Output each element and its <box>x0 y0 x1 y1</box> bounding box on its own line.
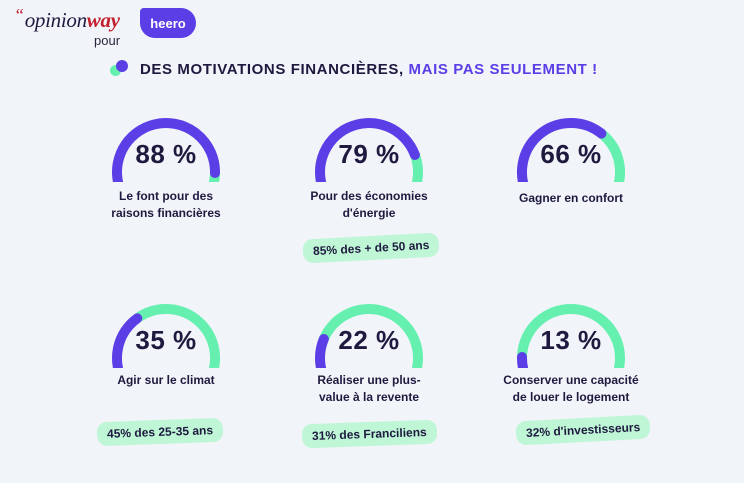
gauge-label-3: Gagner en confort <box>471 190 671 207</box>
gauge-card-3: 66 % Gagner en confort <box>471 117 671 297</box>
gauge-arc-3 <box>517 118 625 182</box>
gauge-value-arc <box>517 351 529 368</box>
heero-logo: heero <box>140 8 196 38</box>
title-dots-icon <box>110 59 130 79</box>
gauge-card-4: 35 % Agir sur le climat <box>66 303 266 483</box>
logo-text-opinion: opinion <box>24 8 87 32</box>
gauge-arc-5 <box>315 304 423 368</box>
gauge-value-arc <box>315 118 420 182</box>
gauge-label-5: Réaliser une plus- value à la revente <box>269 372 469 406</box>
gauge-remainder-arc <box>596 128 625 182</box>
page-title: DES MOTIVATIONS FINANCIÈRES, MAIS PAS SE… <box>110 58 598 80</box>
title-accent: MAIS PAS SEULEMENT ! <box>408 60 598 78</box>
note-pill-4: 45% des 25-35 ans <box>96 417 224 447</box>
logo-text-way: way <box>86 8 120 32</box>
gauge-remainder-arc <box>517 304 625 368</box>
gauge-label-1: Le font pour des raisons financières <box>66 188 266 222</box>
gauge-card-6: 13 % Conserver une capacité de louer le … <box>471 303 671 483</box>
gauge-label-3-line-1: Gagner en confort <box>518 191 623 205</box>
gauge-value-arc <box>315 334 329 368</box>
gauge-value-1: 88 % <box>135 139 197 169</box>
gauge-value-arc <box>112 118 220 182</box>
gauge-label-1-line-2: raisons financières <box>111 206 221 220</box>
gauge-value-arc <box>517 118 607 182</box>
gauge-arc-6 <box>517 304 625 368</box>
gauge-arc-4 <box>112 304 220 368</box>
gauge-arc-1 <box>112 118 220 182</box>
gauge-value-2: 79 % <box>338 139 400 169</box>
title-main: DES MOTIVATIONS FINANCIÈRES, <box>140 60 404 78</box>
gauge-value-5: 22 % <box>338 325 400 355</box>
gauge-label-6-line-1: Conserver une capacité <box>503 373 639 387</box>
gauge-label-6-line-2: de louer le logement <box>512 390 630 404</box>
gauge-label-2: Pour des économies d'énergie <box>269 188 469 222</box>
gauge-card-2: 79 % Pour des économies d'énergie <box>269 117 469 297</box>
gauge-label-1-line-1: Le font pour des <box>119 189 213 203</box>
note-pill-5: 31% des Franciliens <box>301 419 438 449</box>
gauge-card-5: 22 % Réaliser une plus- value à la reven… <box>269 303 469 483</box>
gauge-label-5-line-1: Réaliser une plus- <box>317 373 421 387</box>
gauge-arc-2 <box>315 118 423 182</box>
gauge-remainder-arc <box>132 304 220 368</box>
gauge-remainder-arc <box>318 304 423 368</box>
title-text: DES MOTIVATIONS FINANCIÈRES, MAIS PAS SE… <box>140 61 598 78</box>
gauge-label-2-line-2: d'énergie <box>342 206 396 220</box>
gauge-label-4-line-1: Agir sur le climat <box>117 373 215 387</box>
gauge-value-6: 13 % <box>540 325 602 355</box>
opinionway-logo: “opinionway <box>14 5 120 33</box>
gauge-label-6: Conserver une capacité de louer le logem… <box>471 372 671 406</box>
gauge-card-1: 88 % Le font pour des raisons financière… <box>66 117 266 297</box>
gauge-label-4: Agir sur le climat <box>66 372 266 389</box>
gauge-label-5-line-2: value à la revente <box>318 390 420 404</box>
gauge-label-2-line-1: Pour des économies <box>310 189 428 203</box>
gauge-value-3: 66 % <box>540 139 602 169</box>
gauge-value-arc <box>112 313 143 368</box>
gauge-value-4: 35 % <box>135 325 197 355</box>
logo-pour-text: pour <box>94 33 121 48</box>
logo-quote-mark: “ <box>14 5 24 25</box>
